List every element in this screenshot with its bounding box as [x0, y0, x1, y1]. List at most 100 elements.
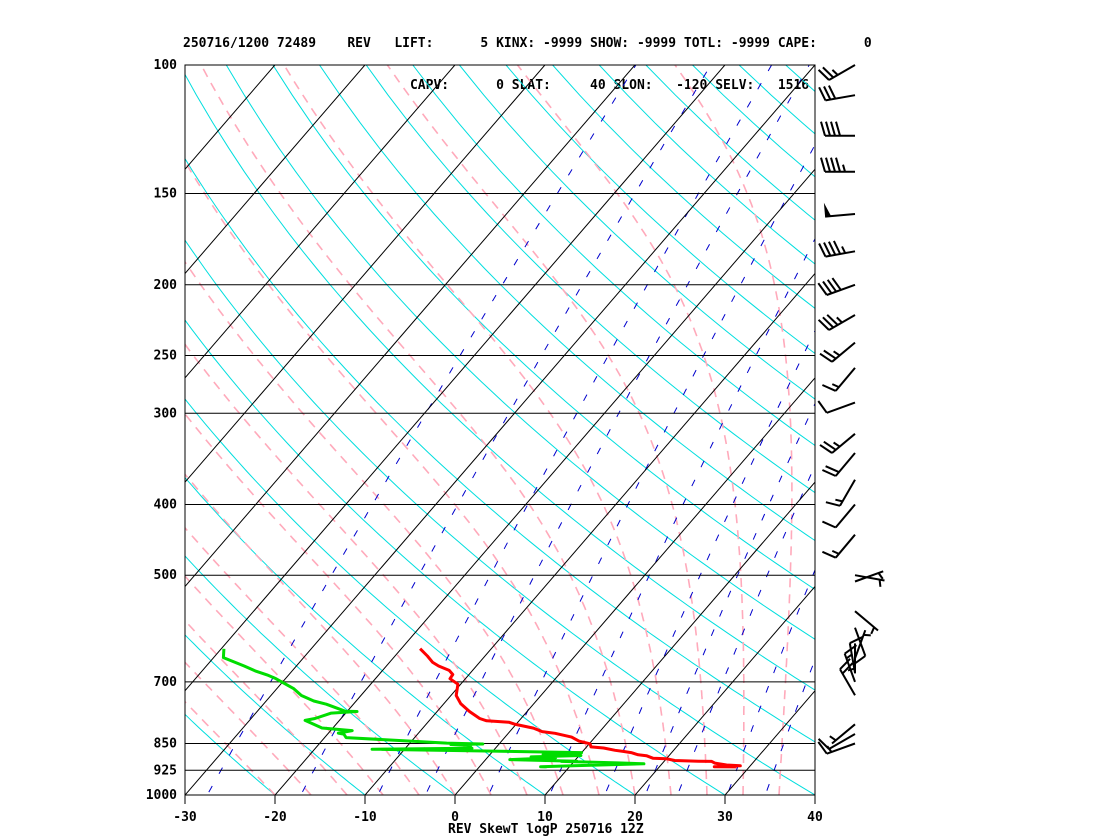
plot-frame — [184, 64, 816, 804]
barb-staff — [831, 341, 856, 363]
isotherm — [185, 65, 276, 170]
mixing-ratio-line — [377, 65, 773, 795]
temp-tick-label: 0 — [451, 810, 459, 825]
barb-full — [820, 157, 826, 172]
temp-tick-label: 10 — [537, 810, 553, 825]
barb-half — [831, 549, 840, 555]
temp-tick-label: 20 — [627, 810, 643, 825]
isotherm — [185, 65, 456, 379]
pressure-tick-label: 700 — [154, 675, 178, 690]
mixing-ratio-line — [726, 568, 815, 795]
pressure-tick-label: 925 — [154, 763, 177, 778]
dry-adiabat — [552, 65, 815, 310]
isotherm — [185, 65, 546, 483]
pressure-tick-label: 400 — [154, 498, 178, 513]
barb-full — [828, 85, 837, 100]
dry-adiabat — [738, 65, 815, 135]
mixing-ratio-line — [604, 329, 815, 795]
background-lines — [185, 65, 1120, 811]
barb-full — [823, 242, 832, 257]
moist-adiabat — [386, 65, 708, 795]
dry-adiabat — [832, 65, 1120, 811]
barb-staff — [831, 433, 856, 454]
barb-full — [828, 241, 837, 256]
barb-half — [835, 498, 843, 503]
dry-adiabat — [185, 713, 276, 795]
dry-adiabat — [645, 65, 815, 221]
barb-full — [849, 635, 864, 645]
dry-adiabat — [505, 65, 815, 355]
barb-staff — [834, 367, 856, 392]
barb-half — [841, 246, 847, 254]
dry-adiabat — [185, 239, 815, 795]
wind-barb — [823, 202, 856, 218]
barb-half — [878, 579, 882, 587]
isotherm — [724, 690, 815, 795]
dry-adiabat — [185, 157, 815, 743]
barb-full — [826, 314, 839, 326]
isotherm — [814, 794, 815, 795]
chart-footer-title: REV SkewT logP 250716 12Z — [448, 822, 644, 837]
mixing-ratio-line — [644, 402, 815, 795]
wind-barb — [854, 574, 885, 587]
temp-tick-label: -10 — [353, 810, 377, 825]
barb-staff — [834, 452, 856, 477]
wind-barb — [818, 240, 856, 258]
dry-adiabat — [598, 65, 815, 265]
dry-adiabat — [412, 65, 815, 447]
wind-barb — [854, 570, 884, 583]
temp-tick-label: 30 — [717, 810, 733, 825]
barb-full — [832, 240, 842, 255]
barb-half — [831, 383, 840, 389]
dry-adiabat — [185, 476, 546, 795]
pressure-tick-label: 200 — [154, 278, 178, 293]
isotherm — [454, 377, 815, 795]
mixing-ratio-line — [487, 143, 815, 795]
dry-adiabat — [185, 398, 636, 795]
dry-adiabat — [879, 65, 1120, 811]
barb-staff — [854, 627, 867, 657]
wind-barb — [825, 479, 856, 507]
barb-full — [823, 440, 837, 451]
isotherm — [364, 272, 815, 795]
wind-barb — [852, 627, 867, 666]
dry-adiabat — [185, 634, 366, 795]
barb-half — [836, 316, 843, 324]
barb-full — [817, 319, 830, 331]
mixing-ratio-line — [676, 464, 815, 795]
wind-barb — [819, 433, 856, 454]
wind-barb — [817, 733, 856, 750]
moist-adiabat — [200, 65, 636, 795]
barb-full — [817, 400, 828, 414]
isotherm — [185, 65, 726, 692]
barb-half — [847, 667, 856, 672]
wind-barb — [847, 643, 856, 674]
wind-barb — [817, 277, 856, 296]
barb-full — [825, 157, 831, 172]
mixing-ratio-line — [424, 65, 810, 795]
barb-half — [863, 633, 871, 637]
isotherm — [185, 65, 186, 66]
moist-adiabat — [283, 65, 672, 795]
temperature-profile — [419, 647, 742, 769]
moist-adiabat — [185, 160, 600, 795]
barb-half — [833, 441, 841, 448]
wind-barb — [829, 723, 856, 745]
moist-adiabat — [185, 575, 384, 795]
barb-flag — [823, 202, 832, 217]
dry-adiabat — [185, 73, 815, 691]
barb-full — [852, 655, 866, 666]
pressure-tick-label: 500 — [154, 568, 178, 583]
barb-full — [835, 157, 841, 172]
wind-barb — [820, 121, 855, 137]
barb-full — [822, 316, 835, 329]
wind-barb — [819, 341, 856, 363]
wind-barb — [821, 503, 856, 529]
barb-staff — [834, 503, 856, 529]
wind-barb — [817, 64, 856, 81]
pressure-tick-label: 250 — [154, 349, 178, 364]
barb-full — [818, 243, 827, 258]
header-line-2: CAPV: 0 SLAT: 40 SLON: -120 SELV: 1516 — [183, 78, 810, 93]
barb-full — [825, 465, 840, 474]
barb-full — [839, 658, 851, 670]
